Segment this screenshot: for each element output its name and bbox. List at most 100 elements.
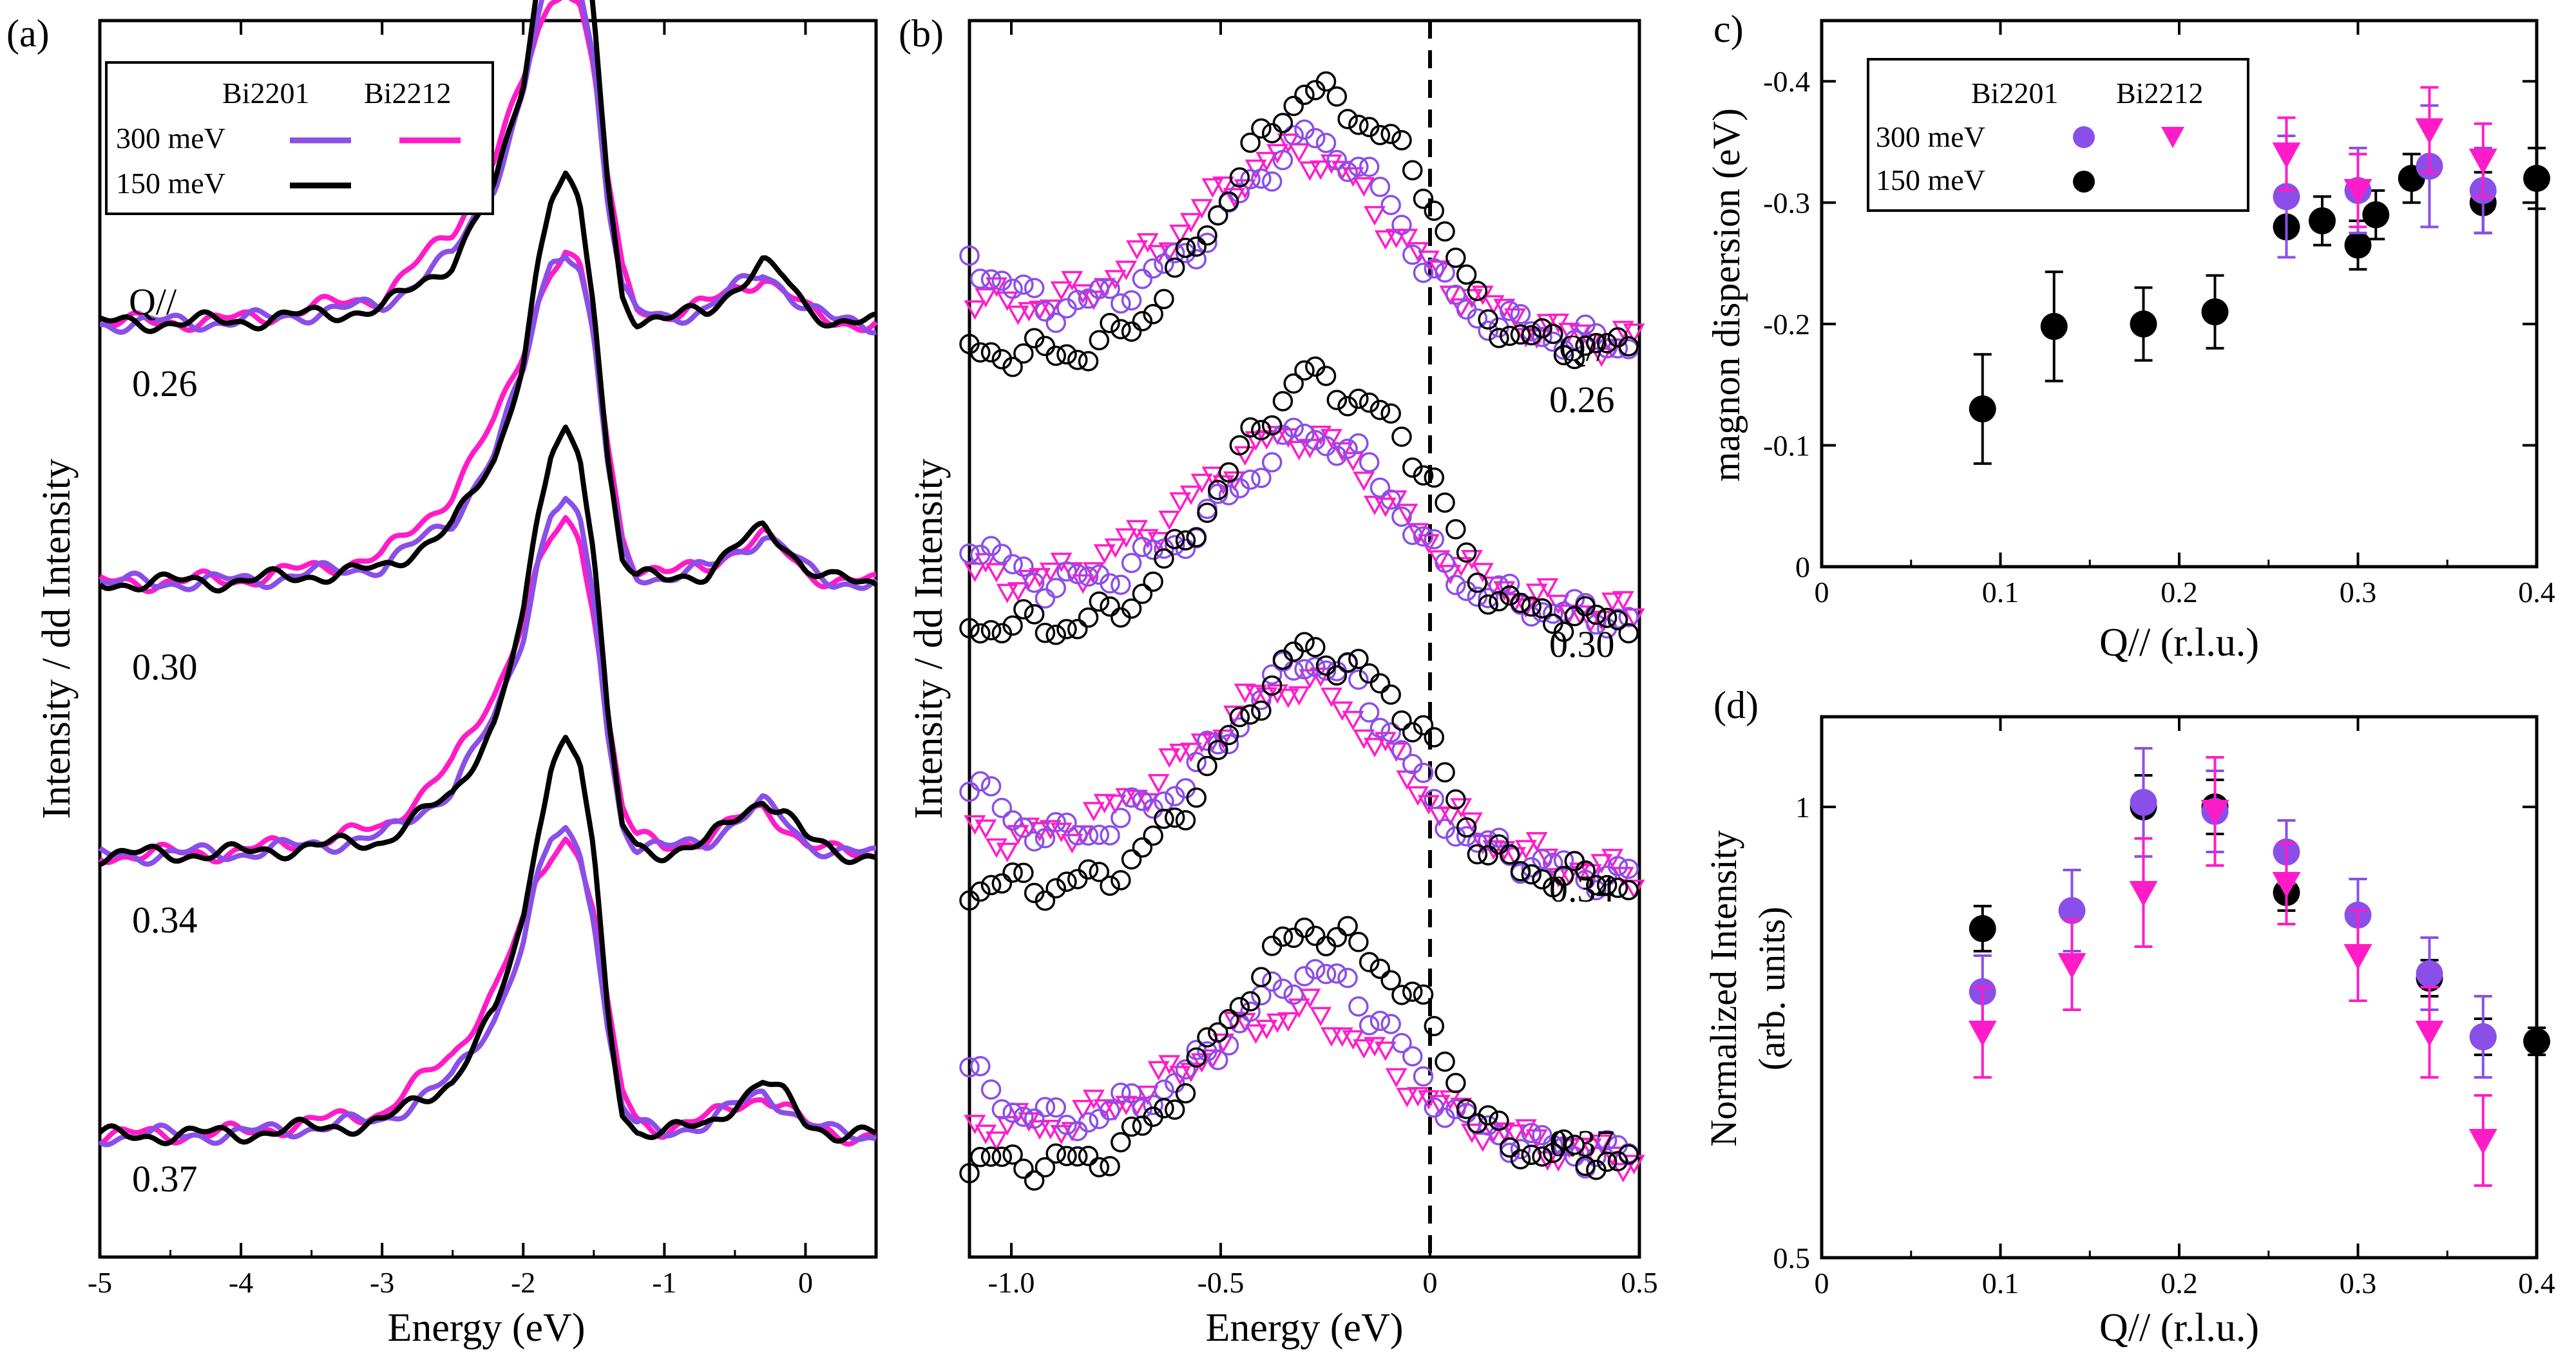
panel-a-xlabel: Energy (eV): [387, 1306, 585, 1350]
data-point-b: [1532, 318, 1552, 339]
data-point-b: [1197, 502, 1217, 524]
data-point-b: [1369, 477, 1391, 498]
data-point-b: [1618, 1144, 1639, 1165]
data-point-c: [2523, 164, 2550, 192]
data-point-b: [1391, 985, 1412, 1005]
data-point-c: [2272, 142, 2301, 169]
data-point-b: [1294, 659, 1315, 679]
legend-a-header-bi2212: Bi2212: [364, 77, 451, 109]
data-point-b: [1499, 325, 1520, 346]
data-point-b: [1078, 351, 1099, 372]
data-point-b: [1272, 149, 1293, 171]
data-point-b: [1456, 1099, 1477, 1119]
data-point-b: [1045, 312, 1066, 334]
data-point-b: [975, 819, 997, 839]
data-point-b: [980, 875, 1002, 896]
data-point-b: [1255, 1019, 1278, 1039]
data-point-b: [1435, 762, 1455, 783]
data-point-b: [1039, 299, 1062, 319]
data-point-b: [1132, 583, 1153, 604]
data-point-b: [1164, 257, 1185, 278]
data-point-b: [1478, 845, 1498, 866]
data-point-b: [1056, 1115, 1077, 1135]
data-point-b: [1100, 312, 1120, 334]
data-point-b: [1013, 556, 1034, 577]
data-point-b: [1093, 544, 1116, 564]
data-point-b: [1369, 399, 1391, 421]
data-point-b: [1115, 528, 1138, 548]
data-point-b: [1504, 308, 1527, 328]
data-point-b: [1082, 562, 1105, 582]
data-point-b: [1175, 530, 1196, 551]
panel-a-q-header: Q//: [129, 281, 177, 323]
data-point-b: [1255, 687, 1278, 707]
data-point-b: [1067, 563, 1088, 585]
data-point-b: [1089, 824, 1110, 846]
data-point-d: [2130, 789, 2157, 816]
data-point-b: [1310, 1007, 1332, 1027]
data-point-b: [1489, 1125, 1509, 1146]
data-point-b: [1251, 700, 1272, 721]
data-point-b: [1482, 1123, 1505, 1143]
data-point-b: [1428, 806, 1451, 827]
data-point-d: [2272, 872, 2301, 898]
data-point-b: [1514, 840, 1537, 860]
y-tick-label-c: -0.4: [1763, 65, 1810, 98]
data-point-b: [1514, 1119, 1537, 1139]
data-point-b: [1445, 284, 1466, 305]
data-point-b: [1283, 417, 1304, 439]
data-point-b: [1072, 1100, 1094, 1120]
data-point-b: [1132, 536, 1153, 558]
data-point-b: [1272, 391, 1293, 412]
data-point-b: [1385, 229, 1407, 249]
data-point-b: [1424, 467, 1445, 488]
q-label-a: 0.30: [132, 646, 198, 688]
data-point-b: [1121, 553, 1142, 574]
data-point-b: [970, 623, 991, 644]
data-point-b: [1288, 143, 1310, 163]
data-point-b: [1266, 144, 1289, 164]
data-point-b: [1164, 1073, 1185, 1093]
data-point-b: [1136, 1085, 1159, 1106]
data-point-b: [1288, 998, 1310, 1018]
panel-d-label: (d): [1713, 684, 1759, 726]
x-tick-label-d: 0.3: [2340, 1267, 2377, 1300]
data-point-b: [1039, 562, 1062, 582]
data-point-b: [1186, 236, 1207, 257]
data-point-b: [1413, 262, 1434, 283]
data-point-b: [1380, 124, 1401, 144]
series-line-a: [98, 825, 877, 1148]
data-point-b: [1326, 86, 1348, 107]
data-point-b: [1229, 1013, 1250, 1034]
data-point-b: [1126, 1097, 1148, 1117]
data-point-b: [1478, 594, 1498, 615]
data-point-b: [1294, 84, 1315, 106]
data-point-b: [1240, 417, 1261, 438]
data-point-b: [1478, 587, 1498, 609]
data-point-b: [1525, 1129, 1548, 1149]
legend-a-header-bi2201: Bi2201: [222, 77, 309, 109]
data-point-b: [1504, 1124, 1527, 1144]
data-point-b: [1326, 665, 1348, 686]
data-point-b: [1245, 431, 1267, 451]
data-point-b: [1445, 1072, 1466, 1093]
data-point-b: [1067, 1146, 1088, 1167]
data-point-b: [1100, 825, 1120, 846]
q-label-a: 0.34: [132, 899, 198, 941]
data-point-b: [1359, 952, 1380, 972]
data-point-b: [1218, 191, 1239, 212]
data-point-b: [1143, 1095, 1163, 1115]
data-point-b: [1294, 360, 1315, 381]
data-point-b: [1111, 1083, 1131, 1103]
data-point-b: [1536, 578, 1559, 598]
data-point-b: [1175, 1059, 1196, 1080]
data-point-b: [1467, 308, 1488, 329]
data-point-b: [1607, 856, 1628, 876]
data-point-b: [1283, 373, 1304, 394]
data-point-b: [1078, 1112, 1099, 1133]
data-point-b: [1240, 991, 1261, 1012]
data-point-b: [1078, 566, 1099, 587]
data-point-b: [1521, 325, 1542, 346]
data-point-b: [1218, 724, 1239, 746]
data-point-b: [1056, 561, 1077, 582]
